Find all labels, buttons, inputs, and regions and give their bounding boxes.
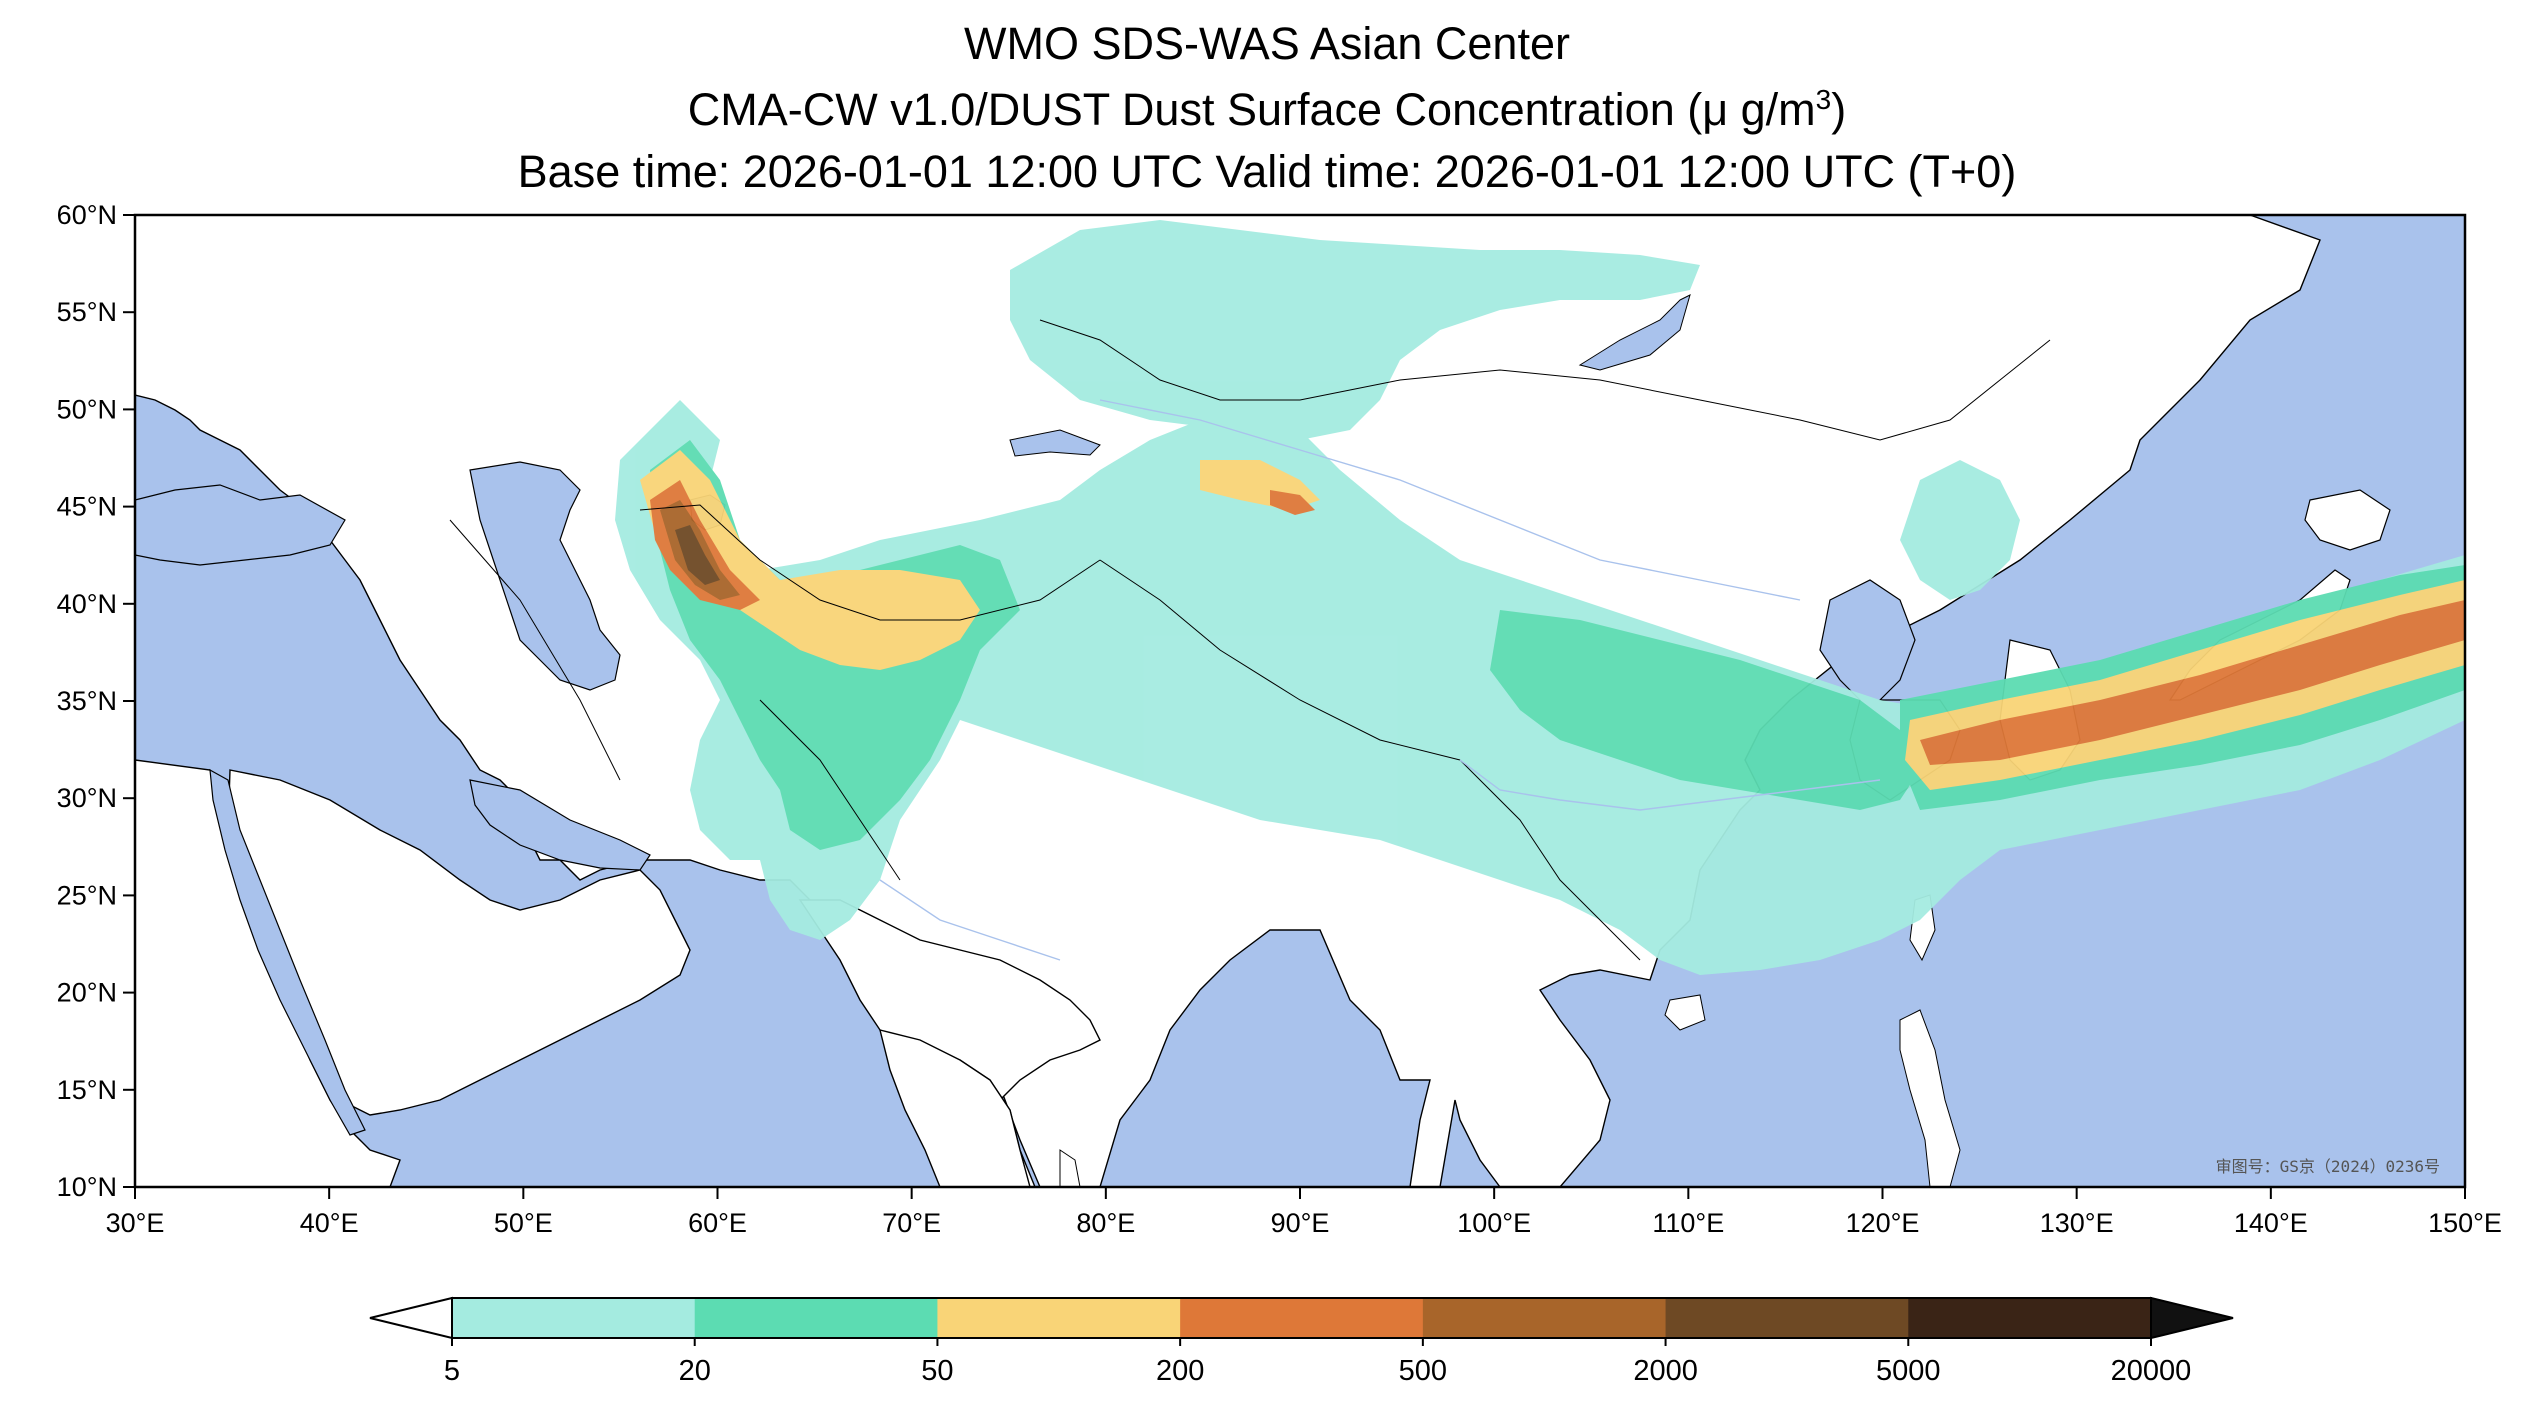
x-tick-label: 80°E bbox=[1076, 1208, 1135, 1238]
x-tick-label: 110°E bbox=[1652, 1208, 1724, 1238]
y-tick-label: 50°N bbox=[57, 394, 117, 424]
x-tick-label: 50°E bbox=[494, 1208, 553, 1238]
colorbar-outline bbox=[451, 1297, 2152, 1339]
x-tick-label: 40°E bbox=[300, 1208, 359, 1238]
dust-concentration-layer bbox=[615, 220, 2465, 975]
colorbar-level-label: 500 bbox=[1399, 1355, 1447, 1387]
colorbar-level-label: 5 bbox=[444, 1355, 460, 1387]
y-tick-label: 15°N bbox=[57, 1075, 117, 1105]
y-tick-label: 55°N bbox=[57, 297, 117, 327]
rivers bbox=[879, 399, 1881, 961]
dust-level-2000-5000 bbox=[675, 525, 720, 585]
colorbar-segment bbox=[1180, 1298, 1424, 1338]
red-sea bbox=[209, 768, 366, 1136]
unit-text: μ g/m bbox=[1702, 84, 1816, 135]
x-tick-label: 150°E bbox=[2428, 1208, 2502, 1238]
time-info: Base time: 2026-01-01 12:00 UTC Valid ti… bbox=[517, 146, 2017, 197]
colorbar-level-label: 50 bbox=[921, 1355, 953, 1387]
map-subtitle: CMA-CW v1.0/DUST Dust Surface Concentrat… bbox=[0, 84, 2534, 136]
subtitle-text: CMA-CW v1.0/DUST Dust Surface Concentrat… bbox=[687, 84, 1703, 135]
x-tick-label: 130°E bbox=[2040, 1208, 2114, 1238]
land-philippines bbox=[1899, 1009, 1961, 1187]
y-tick-label: 25°N bbox=[57, 880, 117, 910]
y-tick-label: 45°N bbox=[57, 492, 117, 522]
dust-level-200-500-center bbox=[1270, 490, 1315, 515]
map-body bbox=[135, 215, 2465, 1187]
subtitle-close: ) bbox=[1831, 84, 1847, 135]
lake-balkhash bbox=[1009, 429, 1101, 457]
persian-gulf bbox=[469, 779, 651, 871]
unit-exponent: 3 bbox=[1815, 84, 1832, 115]
black-sea bbox=[135, 484, 346, 566]
colorbar-segment bbox=[452, 1298, 696, 1338]
colorbar-segment bbox=[1422, 1298, 1667, 1338]
colorbar: 5 20 50 200 500 2000 5000 20000 bbox=[369, 1296, 2234, 1387]
caspian-sea bbox=[469, 461, 621, 691]
country-borders bbox=[449, 319, 2051, 961]
land-india-south bbox=[879, 1029, 1031, 1187]
colorbar-level-label: 5000 bbox=[1876, 1355, 1941, 1387]
colorbar-segment bbox=[1665, 1298, 1909, 1338]
colorbar-extend-low bbox=[369, 1296, 453, 1340]
dust-level-5-20-north bbox=[1010, 220, 1700, 440]
colorbar-level-label: 2000 bbox=[1633, 1355, 1698, 1387]
colorbar-level-label: 20000 bbox=[2111, 1355, 2192, 1387]
y-tick-label: 10°N bbox=[57, 1172, 117, 1202]
colorbar-segment bbox=[694, 1298, 938, 1338]
y-tick-label: 40°N bbox=[57, 589, 117, 619]
land-hainan bbox=[1664, 994, 1706, 1031]
y-tick-label: 60°N bbox=[57, 200, 117, 230]
land-japan-hokkaido bbox=[2304, 489, 2391, 551]
land-srilanka bbox=[1059, 1149, 1081, 1187]
y-tick-label: 35°N bbox=[57, 686, 117, 716]
x-tick-label: 140°E bbox=[2234, 1208, 2308, 1238]
colorbar-level-label: 200 bbox=[1156, 1355, 1204, 1387]
lake-baikal bbox=[1578, 294, 1691, 371]
x-ticks bbox=[134, 1187, 2466, 1199]
dust-level-5-20-east bbox=[1900, 460, 2020, 600]
x-tick-label: 70°E bbox=[882, 1208, 941, 1238]
dust-level-200-500-ocean bbox=[1920, 600, 2465, 765]
x-tick-labels: 30°E 40°E 50°E 60°E 70°E 80°E 90°E 100°E 110°E 12… bbox=[106, 1208, 2502, 1238]
colorbar-extend-high bbox=[2150, 1296, 2234, 1340]
dust-level-50-200 bbox=[640, 450, 980, 670]
colorbar-segment bbox=[937, 1298, 1181, 1338]
y-tick-label: 20°N bbox=[57, 978, 117, 1008]
x-tick-label: 30°E bbox=[106, 1208, 165, 1238]
colorbar-segment bbox=[1908, 1298, 2152, 1338]
x-tick-label: 90°E bbox=[1271, 1208, 1330, 1238]
y-ticks bbox=[123, 214, 135, 1188]
y-tick-labels: 60°N 55°N 50°N 45°N 40°N 35°N 30°N 25°N 20°N 15°N… bbox=[57, 200, 117, 1202]
map-title: WMO SDS-WAS Asian Center bbox=[964, 18, 1570, 69]
x-tick-label: 120°E bbox=[1846, 1208, 1920, 1238]
y-tick-label: 30°N bbox=[57, 783, 117, 813]
dust-level-20-50-band bbox=[1490, 610, 1920, 810]
colorbar-level-label: 20 bbox=[679, 1355, 711, 1387]
map-approval-number: 审图号：GS京（2024）0236号 bbox=[2216, 1157, 2440, 1176]
x-tick-label: 100°E bbox=[1457, 1208, 1531, 1238]
x-tick-label: 60°E bbox=[688, 1208, 747, 1238]
